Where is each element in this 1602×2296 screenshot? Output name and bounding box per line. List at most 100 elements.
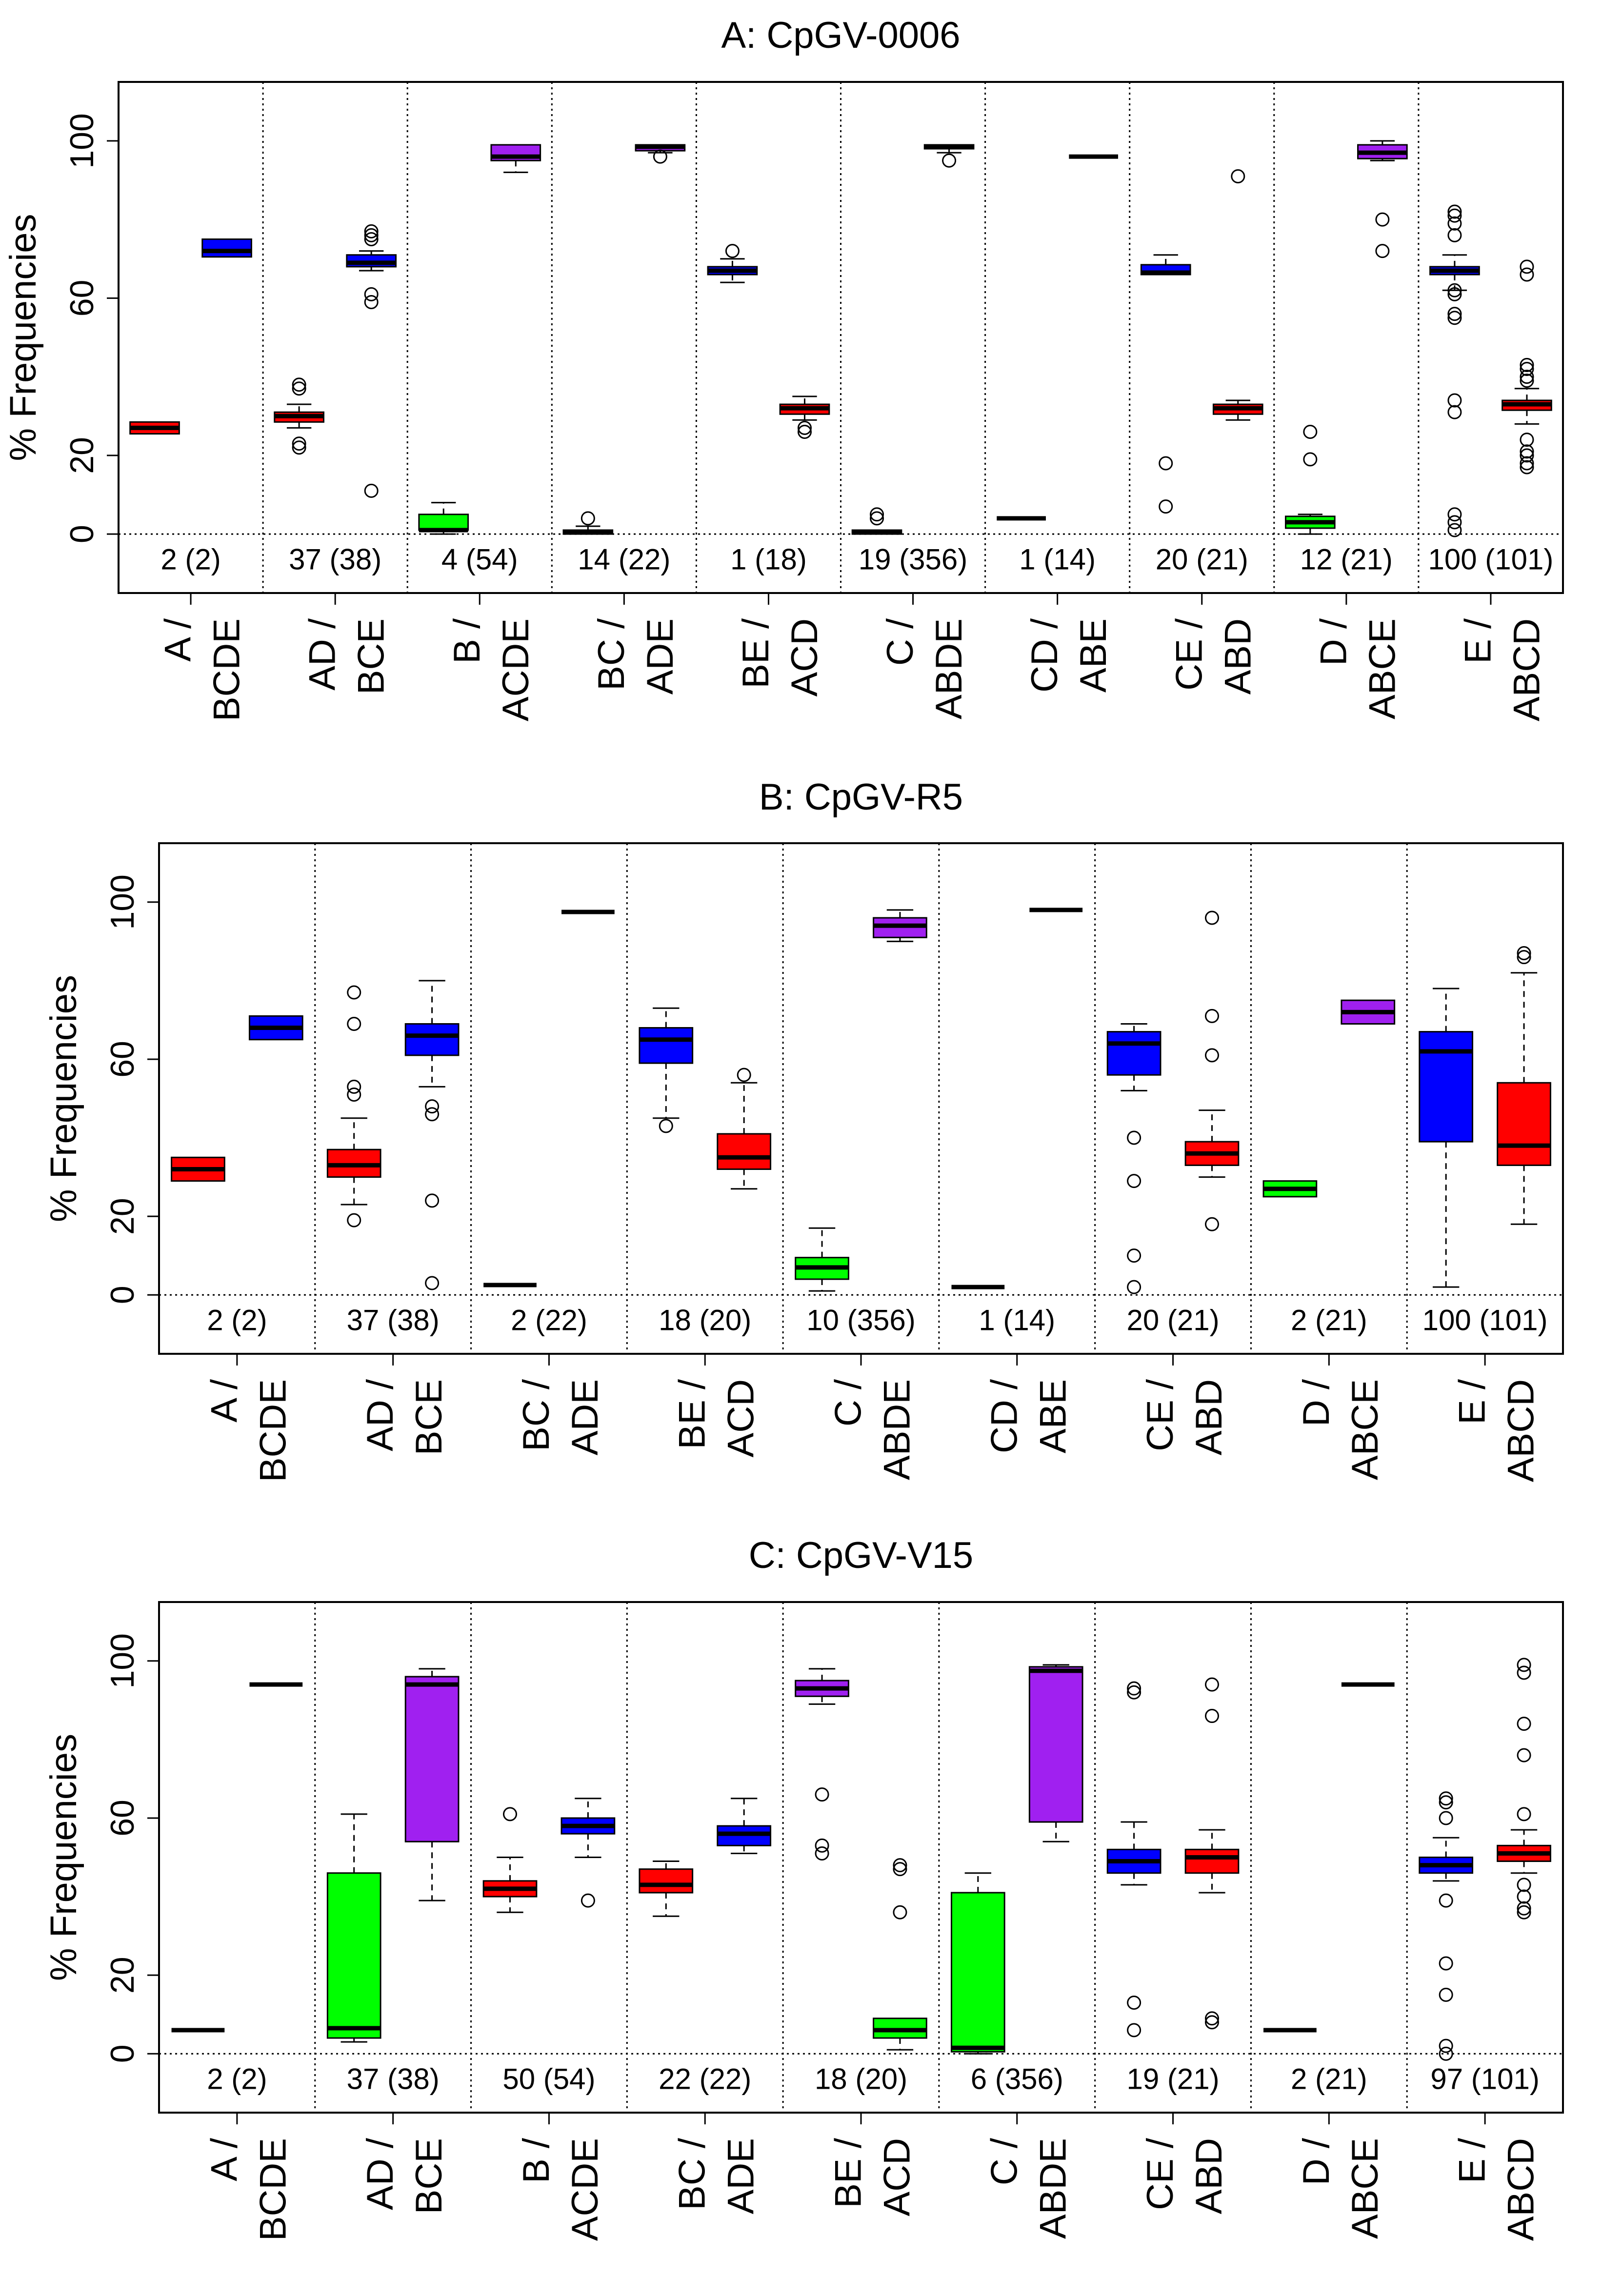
outlier-point — [1520, 357, 1534, 372]
box-green — [1262, 1180, 1318, 1198]
x-category-label: CD / — [983, 1379, 1025, 1453]
outlier-point — [1520, 460, 1534, 475]
box-blue — [717, 1798, 772, 1854]
outlier-point — [292, 436, 306, 451]
x-category-label: AD / — [360, 2138, 401, 2210]
group-count-label: 19 (21) — [1127, 2062, 1220, 2095]
outlier-point — [1447, 204, 1462, 219]
outlier-point — [1447, 216, 1462, 231]
group-count-label: 2 (2) — [207, 1304, 267, 1336]
outlier-point — [425, 1193, 440, 1208]
box-body — [1497, 1082, 1551, 1166]
outlier-point — [1447, 507, 1462, 522]
x-category-label: ABDE — [877, 1379, 918, 1480]
x-category-label: CD / — [1024, 618, 1065, 693]
y-tick-label: 100 — [63, 113, 100, 168]
box-blue — [346, 224, 397, 498]
outlier-point — [347, 1087, 361, 1102]
box-red — [129, 421, 180, 435]
group-count-label: 100 (101) — [1422, 1304, 1548, 1336]
x-category-label: BCE — [408, 1379, 450, 1455]
outlier-point — [347, 985, 361, 1000]
box-body — [404, 1023, 460, 1056]
x-category-label: ABCE — [1344, 2138, 1386, 2239]
x-category-label: C / — [828, 1379, 869, 1426]
outlier-point — [1517, 1717, 1531, 1731]
box-red — [1497, 946, 1551, 1225]
y-axis-label: % Frequencies — [43, 1734, 84, 1981]
x-category-label: ACD — [877, 2138, 918, 2216]
group-count-label: 22 (22) — [659, 2062, 751, 2095]
x-category-label: BCE — [351, 618, 392, 694]
group-count-label: 20 (21) — [1156, 543, 1248, 575]
group-count-label: 18 (20) — [815, 2062, 907, 2095]
box-purple — [923, 144, 975, 168]
outlier-point — [1517, 1878, 1531, 1892]
outlier-point — [425, 1276, 440, 1290]
outlier-point — [581, 511, 595, 526]
box-red — [779, 396, 830, 439]
outlier-point — [1447, 208, 1462, 223]
outlier-point — [725, 244, 740, 258]
y-tick-label: 60 — [104, 1800, 141, 1837]
outlier-point — [870, 507, 884, 522]
x-category-label: BC / — [591, 618, 632, 691]
y-tick-label: 20 — [104, 1957, 141, 1994]
x-category-label: ACD — [721, 1379, 762, 1457]
outlier-point — [737, 1068, 751, 1082]
outlier-point — [1447, 228, 1462, 242]
outlier-point — [1439, 1791, 1453, 1806]
plot-frame — [158, 1601, 1564, 2114]
box-red — [482, 1807, 538, 1913]
x-category-label: D / — [1296, 1379, 1337, 1426]
outlier-point — [1127, 1995, 1141, 2010]
y-tick-label: 60 — [104, 1041, 141, 1078]
chart-title: C: CpGV-V15 — [749, 1535, 973, 1576]
group-count-label: 2 (2) — [207, 2062, 267, 2095]
outlier-point — [292, 381, 306, 396]
group-count-label: 37 (38) — [347, 1304, 440, 1336]
outlier-point — [1439, 1795, 1453, 1810]
outlier-point — [1205, 910, 1219, 925]
outlier-point — [1447, 393, 1462, 408]
y-tick-label: 60 — [63, 280, 100, 317]
outlier-point — [1159, 456, 1173, 471]
outlier-point — [1447, 311, 1462, 325]
x-category-label: ABE — [1073, 618, 1114, 693]
outlier-point — [364, 228, 379, 242]
outlier-point — [425, 1107, 440, 1122]
y-tick-label: 20 — [104, 1198, 141, 1235]
box-red — [1212, 169, 1263, 421]
outlier-point — [1520, 259, 1534, 274]
box-purple — [404, 1668, 460, 1901]
box-purple — [1341, 999, 1396, 1025]
outlier-point — [364, 224, 379, 238]
x-category-label: BC / — [516, 1379, 557, 1451]
outlier-point — [425, 1099, 440, 1114]
box-green — [950, 1872, 1005, 2055]
box-red — [326, 985, 381, 1227]
x-category-label: B / — [516, 2138, 557, 2183]
outlier-point — [1127, 1280, 1141, 1294]
box-blue — [248, 1015, 303, 1041]
box-purple — [1028, 1664, 1083, 1842]
y-tick-label: 0 — [104, 1286, 141, 1304]
outlier-point — [1517, 1665, 1531, 1680]
outlier-point — [1127, 1685, 1141, 1700]
box-body — [717, 1133, 772, 1170]
x-category-label: C / — [880, 618, 921, 666]
outlier-point — [1520, 361, 1534, 376]
box-blue — [639, 1007, 694, 1133]
x-category-label: ABCE — [1344, 1379, 1386, 1480]
group-count-label: 50 (54) — [502, 2062, 595, 2095]
box-blue — [1419, 988, 1474, 1288]
x-category-label: ABE — [1032, 1379, 1074, 1453]
outlier-point — [1439, 1893, 1453, 1908]
outlier-point — [1447, 287, 1462, 301]
outlier-point — [815, 1846, 829, 1861]
outlier-point — [1447, 283, 1462, 297]
box-body — [326, 1872, 381, 2039]
box-body — [1184, 1848, 1240, 1874]
outlier-point — [1127, 1248, 1141, 1263]
